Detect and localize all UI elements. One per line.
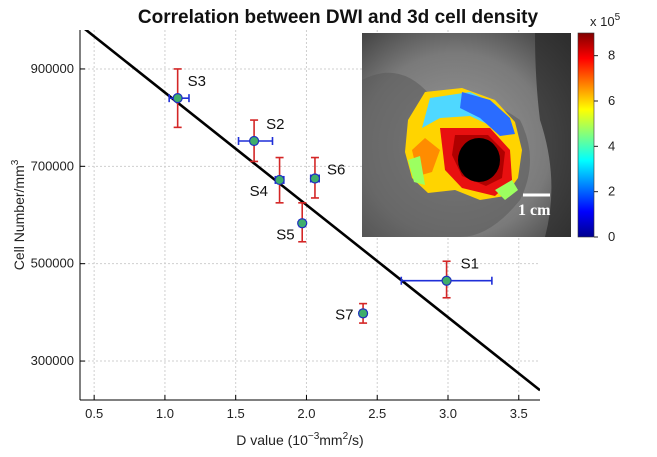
y-tick-label: 900000 [31,61,74,76]
x-tick-label: 3.0 [439,406,457,421]
data-marker [274,174,285,186]
point-label: S4 [250,183,268,200]
data-point-s2: S2 [237,116,284,163]
point-label: S7 [335,306,353,323]
data-point-s1: S1 [400,256,493,299]
colorbar-exponent-base: x 10 [590,14,615,29]
y-axis-label-sup: 3 [10,159,21,165]
colorbar-tick-label: 4 [608,138,615,153]
fit-line [84,30,540,392]
y-axis-label: Cell Number/mm3 [10,159,27,270]
x-ticks: 0.5 1.0 1.5 2.0 2.5 3.0 3.5 [85,395,528,421]
point-label: S1 [461,256,479,273]
colorbar: 0 2 4 6 8 x 105 [577,12,621,244]
y-ticks: 300000 500000 700000 900000 [31,61,85,368]
inset-edge-dark [535,33,571,237]
colorbar-gradient [577,32,595,238]
x-tick-label: 1.0 [156,406,174,421]
x-axis-label-prefix: D value (10 [236,432,308,448]
colorbar-exponent-power: 5 [615,12,621,23]
scale-bar-label: 1 cm [518,202,551,219]
x-tick-label: 3.5 [510,406,528,421]
x-tick-label: 1.5 [227,406,245,421]
x-axis-label-suffix: /s) [348,432,364,448]
y-axis-label-prefix: Cell Number/mm [11,165,27,270]
x-axis-label-sup1: −3 [308,431,320,442]
y-tick-label: 500000 [31,256,74,271]
data-marker [248,135,260,147]
colorbar-ticks: 0 2 4 6 8 [594,48,615,244]
y-tick-label: 300000 [31,353,74,368]
inset-image: 1 cm [362,33,571,238]
data-point-s6: S6 [309,156,345,199]
x-axis-label: D value (10−3mm2/s) [236,431,363,448]
x-axis-label-mid: mm [319,432,342,448]
data-marker [172,93,183,104]
data-marker [297,218,308,229]
data-point-s5: S5 [276,202,308,243]
x-tick-label: 2.5 [368,406,386,421]
point-label: S3 [188,73,206,90]
data-marker [441,275,452,286]
colorbar-tick-label: 2 [608,184,615,199]
colorbar-exponent: x 105 [590,12,621,29]
tumor-map [405,88,522,200]
colorbar-tick-label: 0 [608,229,615,244]
data-points: S1 S2 S3 S4 S5 S6 S7 [168,68,493,324]
data-point-s4: S4 [250,156,285,204]
data-point-s7: S7 [335,302,369,324]
colorbar-tick-label: 8 [608,48,615,63]
point-label: S6 [327,161,345,178]
x-tick-label: 0.5 [85,406,103,421]
colorbar-tick-label: 6 [608,93,615,108]
x-axis-label-sup2: 2 [343,431,349,442]
data-marker [357,308,369,319]
data-point-s3: S3 [168,68,206,129]
point-label: S5 [276,226,294,243]
data-marker [309,173,321,184]
x-tick-label: 2.0 [297,406,315,421]
point-label: S2 [266,116,284,133]
chart-title: Correlation between DWI and 3d cell dens… [138,7,539,28]
y-tick-label: 700000 [31,158,74,173]
